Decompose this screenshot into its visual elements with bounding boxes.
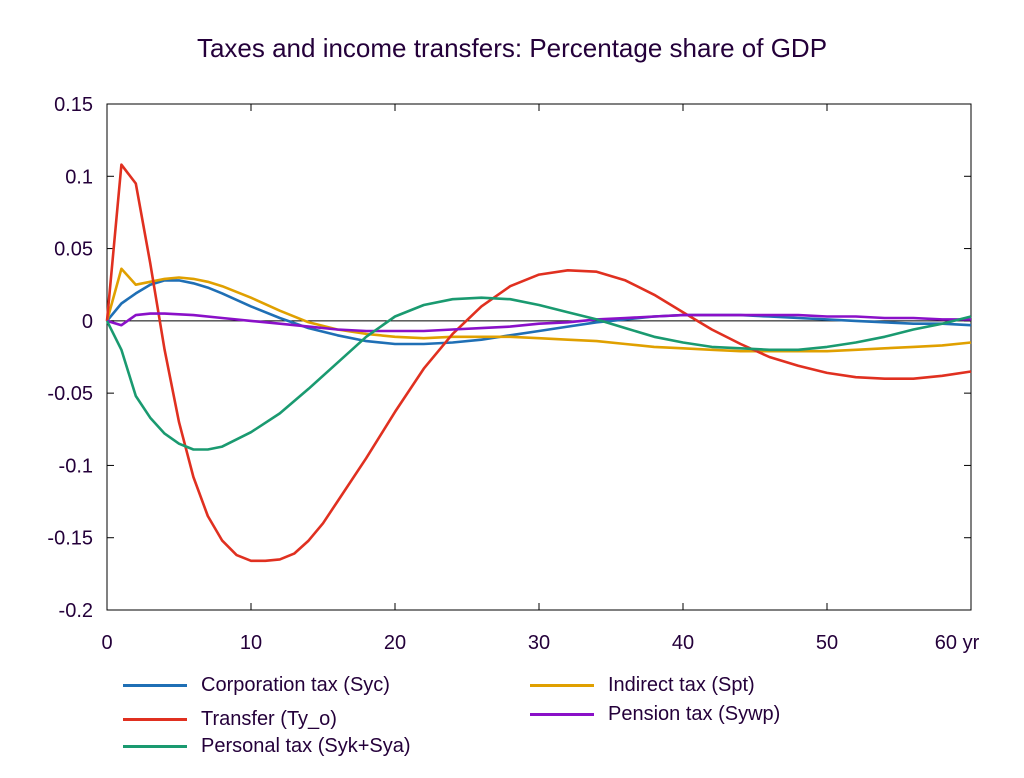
y-tick-label: -0.05 — [47, 383, 93, 405]
y-tick-label: 0.15 — [54, 94, 93, 116]
legend-swatch — [123, 717, 187, 721]
legend-swatch — [530, 712, 594, 716]
x-tick-label: 30 — [528, 632, 550, 654]
series-line-3 — [105, 163, 972, 563]
x-tick-label: 40 — [672, 632, 694, 654]
y-tick-label: 0 — [82, 311, 93, 333]
x-tick-label: 20 — [384, 632, 406, 654]
x-tick-label: 50 — [816, 632, 838, 654]
y-tick-label: 0.05 — [54, 239, 93, 261]
y-tick-label: -0.2 — [59, 600, 93, 622]
legend-label: Transfer (Ty_o) — [201, 707, 337, 730]
x-tick-label: 10 — [240, 632, 262, 654]
legend-item: Personal tax (Syk+Sya) — [123, 735, 411, 757]
legend-label: Pension tax (Sywp) — [608, 702, 781, 725]
series-line-1 — [105, 279, 972, 346]
series-line-2 — [105, 267, 972, 353]
series-line-4 — [106, 312, 971, 333]
series-line-5 — [105, 296, 972, 451]
x-tick-label: 60 yr — [935, 632, 980, 654]
legend-swatch — [123, 683, 187, 687]
legend-item: Corporation tax (Syc) — [123, 674, 390, 696]
plot-frame — [106, 103, 972, 611]
y-tick-label: -0.15 — [47, 528, 93, 550]
y-tick-label: 0.1 — [65, 166, 93, 188]
legend-label: Indirect tax (Spt) — [608, 673, 755, 696]
legend-item: Transfer (Ty_o) — [123, 708, 337, 730]
y-tick-label: -0.1 — [59, 455, 93, 477]
legend-item: Indirect tax (Spt) — [530, 674, 755, 696]
legend-swatch — [530, 683, 594, 687]
chart-title: Taxes and income transfers: Percentage s… — [196, 33, 828, 63]
legend-swatch — [123, 744, 187, 748]
legend-label: Personal tax (Syk+Sya) — [201, 734, 411, 757]
legend-item: Pension tax (Sywp) — [530, 703, 780, 725]
x-tick-label: 0 — [101, 632, 112, 654]
legend-label: Corporation tax (Syc) — [201, 673, 390, 696]
